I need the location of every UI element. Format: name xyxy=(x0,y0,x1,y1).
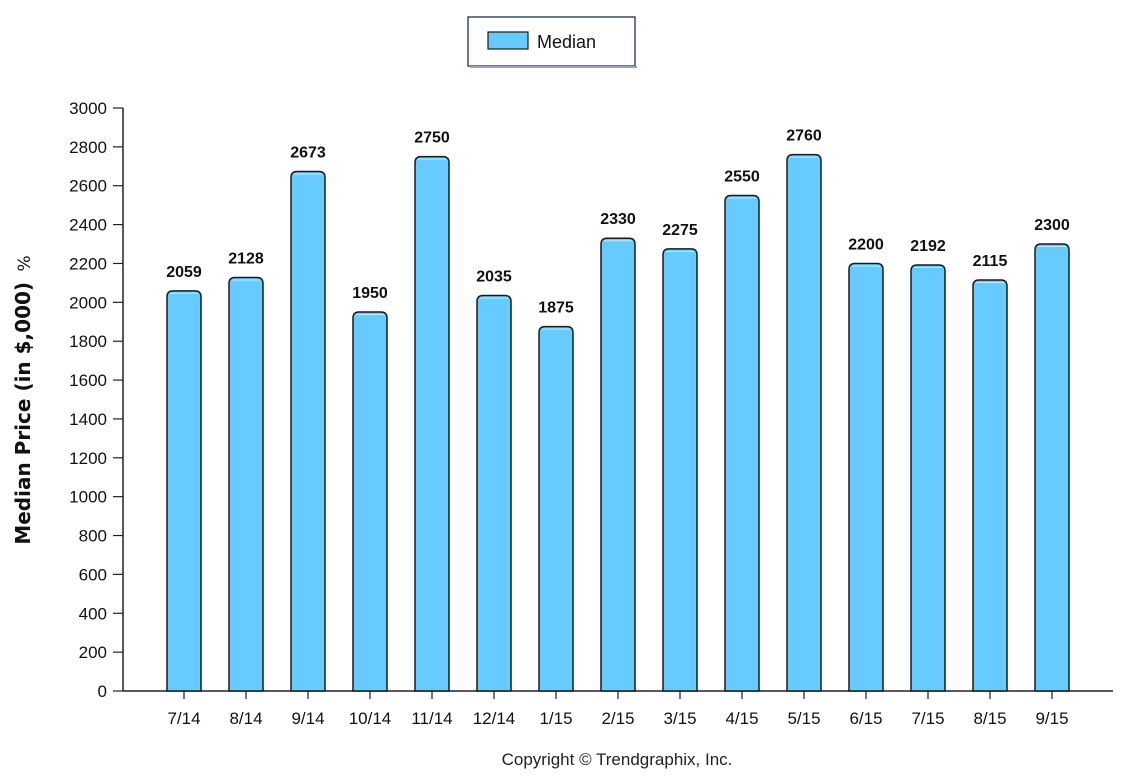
y-axis-title: Median Price (in $,000) % xyxy=(11,255,35,544)
x-tick-label: 7/15 xyxy=(911,709,944,728)
data-label: 2192 xyxy=(910,238,946,255)
bar xyxy=(600,237,636,692)
data-label: 2200 xyxy=(848,236,884,253)
x-tick-label: 9/14 xyxy=(291,709,324,728)
x-tick-label: 10/14 xyxy=(349,709,392,728)
y-tick-label: 2600 xyxy=(69,177,107,196)
data-label: 2115 xyxy=(973,253,1008,270)
y-tick-label: 3000 xyxy=(69,99,107,118)
y-axis: 0 200 400 600 800 1000 1200 1400 1600 1800 2000 220… xyxy=(69,99,124,701)
y-axis-label: Median Price (in $,000) xyxy=(11,282,35,545)
y-tick-label: 400 xyxy=(79,604,107,623)
x-axis: 7/14 8/14 9/14 10/14 11/14 12/14 1/15 2/15 3/15 4… xyxy=(123,690,1113,728)
bar xyxy=(848,262,884,692)
data-label: 2330 xyxy=(600,211,636,228)
x-tick-label: 5/15 xyxy=(787,709,820,728)
data-label: 2550 xyxy=(724,168,760,185)
x-tick-label: 8/14 xyxy=(229,709,262,728)
bar xyxy=(476,294,512,692)
x-tick-label: 11/14 xyxy=(411,709,452,728)
y-tick-label: 800 xyxy=(79,527,107,546)
y-tick-label: 2000 xyxy=(69,293,107,312)
data-label: 2760 xyxy=(786,128,822,145)
x-tick-label: 8/15 xyxy=(973,709,1006,728)
data-label: 2673 xyxy=(290,145,326,162)
y-tick-label: 1400 xyxy=(69,410,107,429)
legend-frame-shadow xyxy=(470,66,637,68)
y-tick-label: 600 xyxy=(79,565,107,584)
data-label: 2275 xyxy=(662,222,698,239)
data-label: 2128 xyxy=(228,250,264,267)
y-tick-label: 2800 xyxy=(69,138,107,157)
data-label: 2750 xyxy=(414,130,450,147)
bar xyxy=(1034,243,1070,692)
bar xyxy=(414,155,450,692)
data-labels: 2059 2128 2673 1950 2750 2035 1875 2330 2275 2550… xyxy=(166,128,1070,317)
y-tick-label: 1800 xyxy=(69,332,107,351)
y-tick-label: 1000 xyxy=(69,488,107,507)
x-tick-label: 6/15 xyxy=(849,709,882,728)
x-tick-label: 3/15 xyxy=(663,709,696,728)
bar xyxy=(662,248,698,692)
y-tick-label: 200 xyxy=(79,643,107,662)
y-tick-label: 1200 xyxy=(69,449,107,468)
chart-legend: Median xyxy=(467,16,637,68)
svg-text:Median Price (in $,000): Median Price (in $,000) % xyxy=(11,255,35,544)
data-label: 2059 xyxy=(166,264,202,281)
x-tick-label: 2/15 xyxy=(601,709,634,728)
x-tick-label: 9/15 xyxy=(1035,709,1068,728)
bar xyxy=(166,290,202,692)
y-tick-label: 2400 xyxy=(69,216,107,235)
x-tick-label: 4/15 xyxy=(725,709,758,728)
legend-swatch-median xyxy=(487,31,529,50)
bar xyxy=(786,153,822,692)
bar xyxy=(724,194,760,692)
bar xyxy=(910,264,946,692)
data-label: 1875 xyxy=(538,300,574,317)
y-tick-label: 2200 xyxy=(69,254,107,273)
bar xyxy=(290,170,326,692)
x-tick-label: 1/15 xyxy=(539,709,572,728)
y-axis-unit: % xyxy=(15,255,35,271)
bar xyxy=(228,276,264,692)
y-tick-label: 1600 xyxy=(69,371,107,390)
data-label: 2300 xyxy=(1034,217,1070,234)
bar-series-median xyxy=(166,153,1070,692)
x-tick-label: 12/14 xyxy=(473,709,516,728)
copyright-text: Copyright © Trendgraphix, Inc. xyxy=(502,750,733,769)
data-label: 1950 xyxy=(352,285,388,302)
data-label: 2035 xyxy=(476,269,512,286)
x-tick-label: 7/14 xyxy=(167,709,200,728)
bar xyxy=(972,279,1008,692)
bar xyxy=(538,325,574,692)
legend-label-median: Median xyxy=(537,32,596,52)
bar xyxy=(352,311,388,692)
y-tick-label: 0 xyxy=(98,682,107,701)
